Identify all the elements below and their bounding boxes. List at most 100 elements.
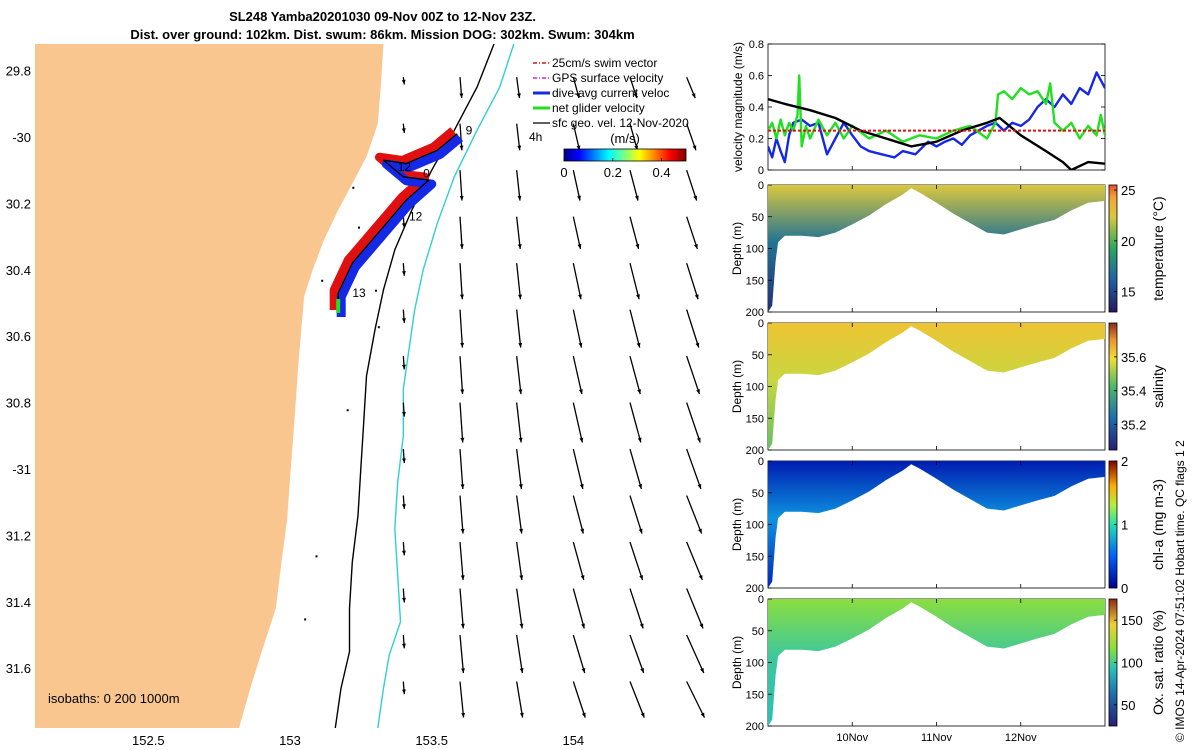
section-data-field (768, 185, 1105, 312)
section-y-tick-label: 150 (746, 551, 764, 563)
current-vector-arrow (686, 262, 699, 300)
current-vector-arrow (572, 309, 583, 348)
legend-item-sfc-geo: sfc geo. vel. 12-Nov-2020 (533, 116, 689, 130)
current-vector-arrow (629, 262, 640, 300)
track-day-labels: 9 12 0 12 13 (352, 123, 472, 300)
speed-colorbar-label: (m/s) (610, 131, 640, 146)
current-vector-arrow (686, 355, 701, 395)
current-vector-arrow (516, 263, 522, 300)
current-vector-arrow (629, 402, 642, 443)
current-vector-arrow (629, 77, 638, 99)
current-vector-arrow (516, 541, 524, 581)
map-y-tick-label: -30 (12, 130, 31, 145)
section-colorbar-tick-label: 20 (1121, 234, 1135, 249)
section-y-tick-label: 50 (752, 350, 764, 362)
coastal-rock (358, 226, 360, 229)
legend-item-swim-vector: 25cm/s swim vector (533, 56, 657, 70)
current-vector-arrow (402, 542, 406, 556)
section-data-field (768, 599, 1105, 726)
current-vector-arrow (402, 402, 406, 417)
map-x-tick-label: 154 (562, 733, 584, 748)
current-vector-arrow (401, 123, 406, 134)
section-y-axis-label: Depth (m) (730, 360, 744, 413)
velocity-y-tick-label: 0.6 (749, 71, 764, 83)
velocity-y-tick-label: 0.8 (749, 39, 764, 51)
section-y-tick-label: 200 (746, 445, 764, 457)
legend-label-sfc-geo: sfc geo. vel. 12-Nov-2020 (552, 116, 689, 130)
speed-colorbar-tick-label: 0.2 (604, 165, 622, 180)
current-vector-arrow (401, 263, 406, 276)
section-y-axis-label: Depth (m) (730, 498, 744, 551)
section-colorbar-label: salinity (1150, 365, 1166, 408)
current-vector-arrow (686, 402, 701, 443)
current-vector-arrow (686, 216, 698, 250)
current-vector-arrow (686, 448, 702, 490)
section-y-axis-label: Depth (m) (730, 222, 744, 275)
current-vector-arrow (572, 77, 580, 99)
section-colorbar-tick-label: 0 (1121, 581, 1128, 596)
section-colorbar (1108, 322, 1118, 451)
velocity-lines (768, 71, 1105, 170)
current-vector-arrow (459, 542, 465, 581)
current-vector-arrow (459, 216, 464, 250)
map-y-tick-labels: 29.8 -30 30.2 30.4 30.6 30.8 -31 31.2 31.4 31.6 (6, 64, 31, 677)
section-y-tick-label: 100 (746, 244, 764, 256)
current-vector-arrow (572, 588, 585, 629)
section-y-tick-label: 150 (746, 689, 764, 701)
current-vector-arrow (402, 449, 406, 464)
current-vector-arrow (516, 309, 523, 348)
section-colorbar-tick-label: 100 (1121, 656, 1143, 671)
section-colorbar-tick-label: 1 (1121, 518, 1128, 533)
map-y-tick-label: 30.4 (6, 263, 31, 278)
velocity-y-tick-label: 0 (758, 165, 764, 177)
section-y-tick-label: 0 (758, 456, 764, 468)
section-y-tick-label: 0 (758, 594, 764, 606)
plot-title-line-2: Dist. over ground: 102km. Dist. swum: 86… (130, 27, 635, 42)
section-colorbar-label: Ox. sat. ratio (%) (1150, 610, 1166, 715)
velocity-y-ticks: 0 0.2 0.4 0.6 0.8 (749, 39, 1105, 177)
section-colorbar-label: chl-a (mg m-3) (1150, 479, 1166, 570)
current-vector-arrow (629, 588, 644, 629)
section-colorbar-tick-label: 35.2 (1121, 418, 1146, 433)
current-vector-arrow (459, 402, 465, 443)
coastal-rock (304, 618, 307, 621)
map-y-tick-label: -31 (12, 462, 31, 477)
current-vector-arrow (516, 634, 524, 674)
section-colorbar-tick-label: 25 (1121, 183, 1135, 198)
current-vector-arrow (516, 77, 521, 99)
map-y-tick-label: 30.8 (6, 396, 31, 411)
track-day-label: 9 (466, 123, 473, 137)
section-colorbar-tick-label: 35.6 (1121, 350, 1146, 365)
coastal-rock (375, 289, 377, 292)
current-vector-arrow (629, 355, 641, 395)
map-panel: 9 12 0 12 13 152.5 153 153.5 154 29.8 -30 30.2 30.… (6, 44, 706, 748)
current-vector-arrow (459, 309, 465, 348)
current-vector-arrow (516, 402, 523, 443)
current-vector-arrow (572, 448, 584, 490)
section-colorbar (1108, 184, 1118, 313)
section-y-tick-label: 0 (758, 318, 764, 330)
current-vector-arrow (516, 170, 522, 201)
current-vector-arrow (402, 495, 406, 509)
plot-title-line-1: SL248 Yamba20201030 09-Nov 00Z to 12-Nov… (229, 9, 536, 24)
current-vector-arrow (629, 681, 645, 718)
current-vector-arrow (686, 123, 697, 151)
current-vector-arrow (516, 356, 523, 395)
map-x-tick-labels: 152.5 153 153.5 154 (132, 733, 584, 748)
time-x-tick-labels: 10Nov 11Nov 12Nov (836, 166, 1037, 744)
current-vector-field (304, 76, 706, 718)
map-legend: 25cm/s swim vector GPS surface velocity … (529, 56, 689, 144)
land-mass (35, 44, 384, 728)
time-x-tick-label: 10Nov (836, 732, 868, 744)
current-vector-arrow (572, 170, 581, 201)
section-colorbar-label: temperature (°C) (1150, 196, 1166, 300)
section-colorbar-tick-label: 150 (1121, 613, 1143, 628)
map-x-tick-label: 153 (279, 733, 301, 748)
current-vector-arrow (629, 495, 643, 534)
current-vector-arrow (401, 77, 406, 85)
section-y-tick-label: 150 (746, 413, 764, 425)
dive-avg-band (336, 134, 464, 317)
current-vector-arrow (686, 588, 704, 629)
